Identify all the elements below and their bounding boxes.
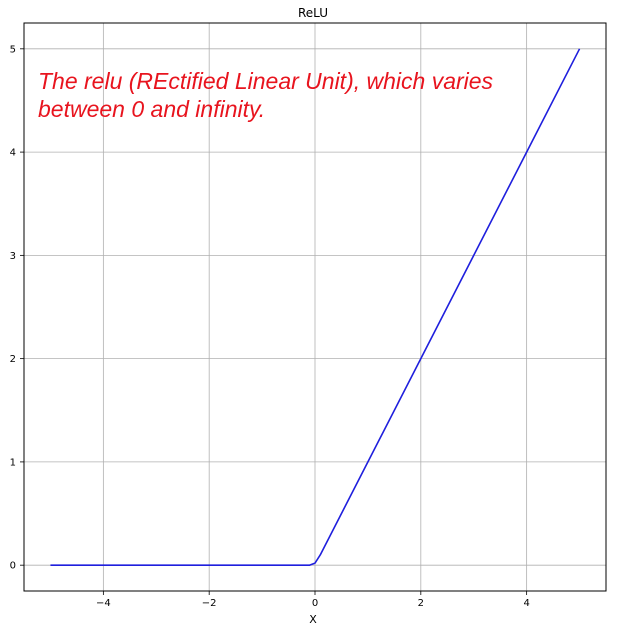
y-tick-label: 5 (10, 44, 16, 55)
x-tick-label: 2 (418, 598, 424, 609)
y-tick-label: 2 (10, 354, 16, 365)
axis-ticks: −4 −2 0 2 4 0 1 2 3 4 5 (10, 44, 530, 609)
x-tick-label: −4 (96, 598, 111, 609)
grid (24, 23, 606, 591)
chart-annotation: The relu (REctified Linear Unit), which … (38, 68, 494, 122)
series-layer (50, 48, 581, 566)
y-tick-label: 1 (10, 457, 16, 468)
y-tick-label: 4 (10, 148, 16, 159)
relu-series-line (50, 48, 581, 566)
x-tick-label: 0 (312, 598, 318, 609)
x-tick-label: 4 (523, 598, 529, 609)
y-tick-label: 0 (10, 561, 16, 572)
x-axis-label: X (309, 613, 317, 626)
chart-title: ReLU (298, 6, 328, 20)
x-tick-label: −2 (202, 598, 217, 609)
y-tick-label: 3 (10, 251, 16, 262)
